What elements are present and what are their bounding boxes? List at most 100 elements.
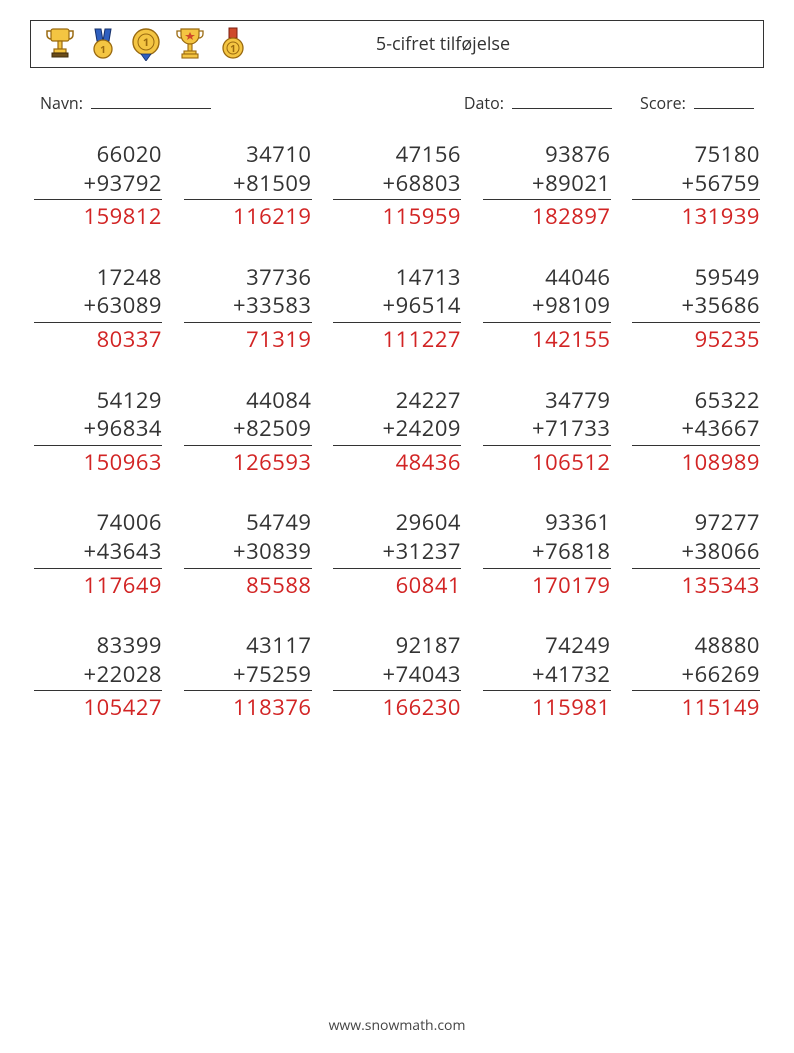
addition-problem: 24227+2420948436 xyxy=(333,386,461,477)
addend-bottom: +74043 xyxy=(333,660,461,689)
name-label: Navn: xyxy=(40,92,83,114)
info-row: Navn: Dato: Score: xyxy=(30,92,764,114)
addition-problem: 43117+75259118376 xyxy=(184,631,312,722)
addend-bottom: +82509 xyxy=(184,414,312,443)
addition-problem: 59549+35686 95235 xyxy=(632,263,760,354)
score-field: Score: xyxy=(640,92,754,114)
addend-top: 24227 xyxy=(333,386,461,415)
medal-ribbon-icon: 1 xyxy=(89,27,117,61)
sum-answer: 106512 xyxy=(483,446,611,477)
addition-problem: 93361+76818 170179 xyxy=(483,508,611,599)
addend-top: 34710 xyxy=(184,140,312,169)
addend-bottom: +66269 xyxy=(632,660,760,689)
sum-answer: 115959 xyxy=(333,200,461,231)
addition-problem: 54749+3083985588 xyxy=(184,508,312,599)
score-label: Score: xyxy=(640,92,686,114)
addend-top: 59549 xyxy=(632,263,760,292)
addend-bottom: +93792 xyxy=(34,169,162,198)
addition-problem: 66020+93792159812 xyxy=(34,140,162,231)
sum-answer: 142155 xyxy=(483,323,611,354)
problems-grid: 66020+9379215981234710+8150911621947156+… xyxy=(30,140,764,722)
name-blank xyxy=(91,95,211,109)
addend-bottom: +35686 xyxy=(632,291,760,320)
addend-bottom: +33583 xyxy=(184,291,312,320)
addition-problem: 34710+81509116219 xyxy=(184,140,312,231)
sum-answer: 118376 xyxy=(184,691,312,722)
addend-top: 54129 xyxy=(34,386,162,415)
addend-bottom: +98109 xyxy=(483,291,611,320)
date-field: Dato: xyxy=(464,92,612,114)
worksheet-title: 5-cifret tilføjelse xyxy=(137,32,749,56)
addition-problem: 37736+33583 71319 xyxy=(184,263,312,354)
sum-answer: 131939 xyxy=(632,200,760,231)
score-blank xyxy=(694,95,754,109)
addend-top: 54749 xyxy=(184,508,312,537)
addend-top: 43117 xyxy=(184,631,312,660)
addend-bottom: +31237 xyxy=(333,537,461,566)
addend-bottom: +75259 xyxy=(184,660,312,689)
sum-answer: 80337 xyxy=(34,323,162,354)
addition-problem: 97277+38066135343 xyxy=(632,508,760,599)
addition-problem: 14713+96514 111227 xyxy=(333,263,461,354)
header-box: 1 1 xyxy=(30,20,764,68)
problems-row: 83399+2202810542743117+7525911837692187+… xyxy=(34,631,760,722)
sum-answer: 71319 xyxy=(184,323,312,354)
addition-problem: 34779+71733106512 xyxy=(483,386,611,477)
sum-answer: 115981 xyxy=(483,691,611,722)
sum-answer: 170179 xyxy=(483,569,611,600)
addend-top: 92187 xyxy=(333,631,461,660)
problems-row: 74006+4364311764954749+308398558829604+3… xyxy=(34,508,760,599)
sum-answer: 135343 xyxy=(632,569,760,600)
addition-problem: 93876+89021182897 xyxy=(483,140,611,231)
sum-answer: 166230 xyxy=(333,691,461,722)
addend-top: 37736 xyxy=(184,263,312,292)
addition-problem: 54129+96834 150963 xyxy=(34,386,162,477)
addend-top: 14713 xyxy=(333,263,461,292)
addition-problem: 29604+31237 60841 xyxy=(333,508,461,599)
addend-top: 93361 xyxy=(483,508,611,537)
addend-top: 29604 xyxy=(333,508,461,537)
addition-problem: 65322+43667108989 xyxy=(632,386,760,477)
addend-bottom: +96834 xyxy=(34,414,162,443)
name-field: Navn: xyxy=(40,92,464,114)
addend-bottom: +43667 xyxy=(632,414,760,443)
addend-bottom: +76818 xyxy=(483,537,611,566)
addend-bottom: +81509 xyxy=(184,169,312,198)
addition-problem: 17248+6308980337 xyxy=(34,263,162,354)
addend-top: 75180 xyxy=(632,140,760,169)
sum-answer: 150963 xyxy=(34,446,162,477)
addend-bottom: +41732 xyxy=(483,660,611,689)
addition-problem: 75180+56759131939 xyxy=(632,140,760,231)
addend-bottom: +68803 xyxy=(333,169,461,198)
sum-answer: 111227 xyxy=(333,323,461,354)
date-blank xyxy=(512,95,612,109)
sum-answer: 85588 xyxy=(184,569,312,600)
addend-bottom: +56759 xyxy=(632,169,760,198)
addend-top: 34779 xyxy=(483,386,611,415)
addition-problem: 48880+66269115149 xyxy=(632,631,760,722)
addend-top: 93876 xyxy=(483,140,611,169)
addend-top: 66020 xyxy=(34,140,162,169)
addend-top: 44046 xyxy=(483,263,611,292)
addition-problem: 92187+74043166230 xyxy=(333,631,461,722)
addition-problem: 74249+41732115981 xyxy=(483,631,611,722)
addend-top: 65322 xyxy=(632,386,760,415)
sum-answer: 126593 xyxy=(184,446,312,477)
sum-answer: 60841 xyxy=(333,569,461,600)
sum-answer: 117649 xyxy=(34,569,162,600)
problems-row: 66020+9379215981234710+8150911621947156+… xyxy=(34,140,760,231)
addend-top: 44084 xyxy=(184,386,312,415)
addition-problem: 74006+43643 117649 xyxy=(34,508,162,599)
addend-top: 97277 xyxy=(632,508,760,537)
addition-problem: 44046+98109 142155 xyxy=(483,263,611,354)
sum-answer: 159812 xyxy=(34,200,162,231)
sum-answer: 95235 xyxy=(632,323,760,354)
addend-bottom: +43643 xyxy=(34,537,162,566)
addend-bottom: +96514 xyxy=(333,291,461,320)
addend-bottom: +24209 xyxy=(333,414,461,443)
date-label: Dato: xyxy=(464,92,504,114)
addend-top: 74006 xyxy=(34,508,162,537)
addition-problem: 44084+82509 126593 xyxy=(184,386,312,477)
addition-problem: 47156+68803115959 xyxy=(333,140,461,231)
addend-bottom: +22028 xyxy=(34,660,162,689)
